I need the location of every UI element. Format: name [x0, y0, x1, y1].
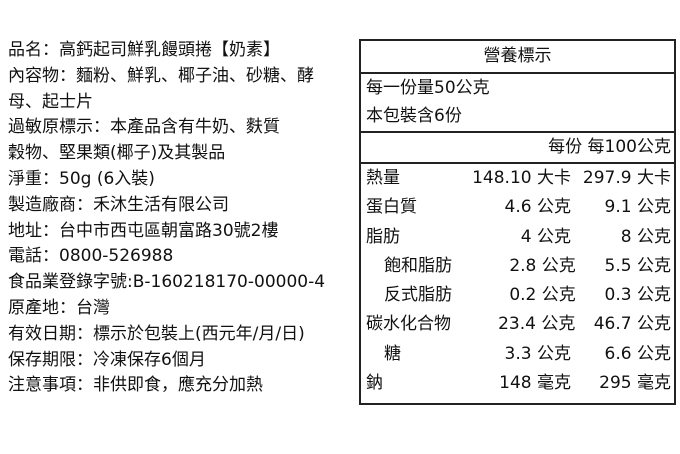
- origin: 原產地：台灣: [8, 297, 110, 318]
- nutrition-row: 飽和脂肪 2.8 公克 5.5 公克: [361, 252, 674, 281]
- nutrition-rows: 熱量 148.10 大卡 297.9 大卡蛋白質 4.6 公克 9.1 公克脂肪 4 公克…: [361, 164, 674, 398]
- nutrient-label: 熱量: [366, 168, 400, 188]
- per-serving-value: 23.4 公克: [498, 314, 576, 335]
- nutrition-title: 營養標示: [361, 41, 674, 74]
- ingredients: 內容物：麵粉、鮮乳、椰子油、砂糖、酵: [8, 65, 314, 86]
- per-100g-value: 6.6 公克: [604, 343, 671, 364]
- per-100g-value: 295 毫克: [599, 373, 671, 394]
- allergens-cont: 穀物、堅果類(椰子)及其製品: [8, 143, 226, 164]
- nutrition-row: 脂肪 4 公克 8 公克: [361, 223, 674, 252]
- nutrition-row: 熱量 148.10 大卡 297.9 大卡: [361, 164, 674, 193]
- registration-number: 食品業登錄字號:B-160218170-00000-4: [8, 272, 326, 293]
- nutrient-label: 飽和脂肪: [384, 255, 452, 276]
- per-100g-value: 8 公克: [620, 226, 671, 247]
- per-serving-value: 0.2 公克: [509, 285, 576, 306]
- nutrition-row: 反式脂肪 0.2 公克 0.3 公克: [361, 281, 674, 310]
- product-name: 品名：高鈣起司鮮乳饅頭捲【奶素】: [8, 40, 280, 60]
- serving-info: 每一份量50公克 本包裝含6份: [361, 74, 674, 133]
- phone: 電話：0800-526988: [8, 246, 174, 267]
- nutrient-label: 鈉: [366, 373, 383, 394]
- net-weight: 淨重：50g (6入裝): [8, 168, 155, 189]
- per-100g-value: 0.3 公克: [604, 285, 671, 306]
- allergens: 過敏原標示：本產品含有牛奶、麩質: [8, 117, 280, 138]
- serving-size: 每一份量50公克: [366, 78, 490, 98]
- per-serving-value: 148 毫克: [499, 373, 571, 394]
- per-serving-value: 4 公克: [520, 226, 571, 247]
- servings-per-pack: 本包裝含6份: [366, 106, 462, 126]
- per-100g-value: 46.7 公克: [593, 314, 671, 335]
- per-serving-value: 2.8 公克: [509, 255, 576, 276]
- notice: 注意事項：非供即食，應充分加熱: [8, 375, 263, 396]
- nutrition-row: 鈉 148 毫克 295 毫克: [361, 369, 674, 398]
- nutrient-label: 反式脂肪: [384, 285, 452, 306]
- nutrition-row: 蛋白質 4.6 公克 9.1 公克: [361, 193, 674, 222]
- nutrition-facts-table: 營養標示 每一份量50公克 本包裝含6份 每份 每100公克 熱量 148.10 …: [359, 39, 676, 405]
- address: 地址：台中市西屯區朝富路30號2樓: [8, 220, 279, 241]
- expiry: 有效日期：標示於包裝上(西元年/月/日): [8, 323, 305, 344]
- manufacturer: 製造廠商：禾沐生活有限公司: [8, 194, 229, 215]
- nutrition-row: 糖 3.3 公克 6.6 公克: [361, 340, 674, 369]
- nutrient-label: 蛋白質: [366, 197, 417, 218]
- per-100g-value: 297.9 大卡: [582, 168, 671, 188]
- per-100g-value: 9.1 公克: [604, 197, 671, 218]
- nutrition-row: 碳水化合物 23.4 公克 46.7 公克: [361, 310, 674, 339]
- column-header: 每份 每100公克: [361, 133, 674, 164]
- nutrient-label: 碳水化合物: [366, 314, 451, 335]
- nutrient-label: 脂肪: [366, 226, 400, 247]
- ingredients-cont: 母、起士片: [8, 91, 93, 112]
- per-serving-value: 3.3 公克: [504, 343, 571, 364]
- per-serving-value: 4.6 公克: [504, 197, 571, 218]
- storage: 保存期限：冷凍保存6個月: [8, 349, 206, 370]
- product-info: 品名：高鈣起司鮮乳饅頭捲【奶素】 內容物：麵粉、鮮乳、椰子油、砂糖、酵 母、起士…: [8, 38, 360, 399]
- per-100g-value: 5.5 公克: [604, 255, 671, 276]
- per-serving-value: 148.10 大卡: [472, 168, 571, 188]
- nutrient-label: 糖: [384, 343, 401, 364]
